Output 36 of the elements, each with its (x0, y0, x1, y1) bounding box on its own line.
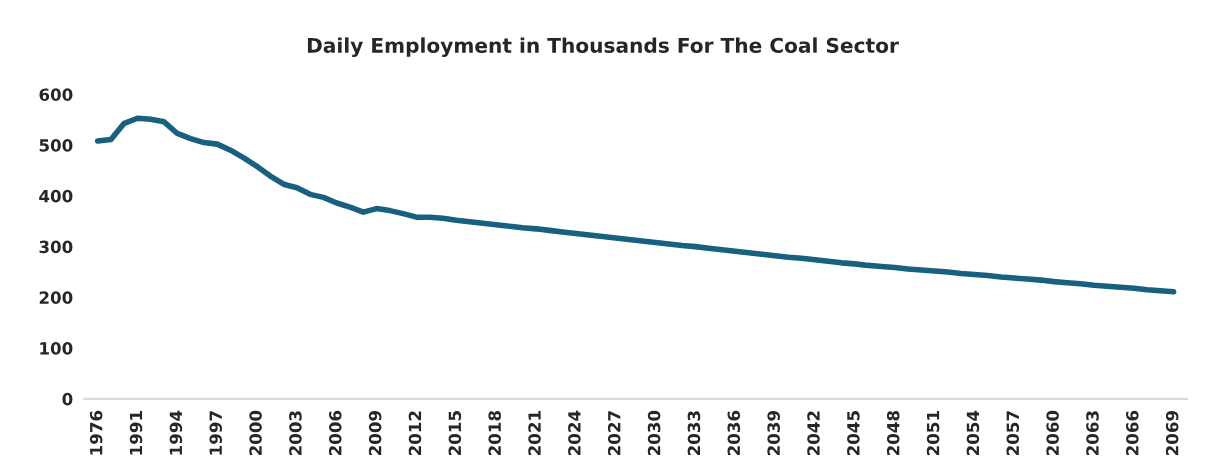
x-tick-label: 1997 (209, 411, 223, 455)
x-tick-label: 2012 (408, 411, 422, 456)
x-tick-label: 2066 (1126, 410, 1139, 456)
y-tick-label: 400 (39, 189, 73, 203)
x-tick-label: 2036 (727, 410, 741, 456)
x-tick-label: 2033 (687, 411, 701, 456)
x-tick-label: 1994 (169, 410, 183, 455)
y-tick-label: 200 (39, 291, 73, 304)
x-tick-label: 2051 (926, 411, 940, 456)
x-tick-label: 2024 (568, 410, 581, 456)
x-tick-label: 2030 (647, 410, 661, 456)
x-tick-label: 2060 (1046, 410, 1059, 456)
chart-title: Daily Employment in Thousands For The Coal Sector (307, 37, 899, 58)
x-tick-label: 2045 (847, 411, 860, 456)
x-tick-label: 2006 (328, 410, 342, 456)
x-tick-label: 2000 (249, 410, 262, 456)
y-tick-label: 100 (40, 342, 73, 355)
x-tick-label: 2015 (448, 411, 462, 456)
x-tick-label: 1976 (89, 410, 103, 455)
y-tick-label: 300 (39, 240, 73, 254)
x-tick-label: 2042 (807, 411, 820, 456)
x-tick-label: 2069 (1165, 411, 1179, 456)
x-tick-label: 1991 (129, 411, 143, 455)
y-tick-label: 0 (62, 392, 73, 406)
y-tick-label: 600 (39, 88, 73, 101)
x-tick-label: 2027 (607, 411, 621, 456)
x-tick-label: 2057 (1006, 411, 1020, 456)
x-tick-label: 2048 (886, 410, 900, 456)
y-tick-label: 500 (39, 139, 73, 152)
x-tick-label: 2018 (488, 410, 501, 456)
x-tick-label: 2039 (767, 411, 780, 456)
x-tick-label: 2063 (1086, 411, 1099, 456)
x-tick-label: 2003 (289, 411, 302, 456)
x-tick-label: 2021 (528, 411, 541, 456)
x-tick-label: 2009 (368, 411, 382, 456)
x-tick-label: 2054 (966, 410, 980, 456)
